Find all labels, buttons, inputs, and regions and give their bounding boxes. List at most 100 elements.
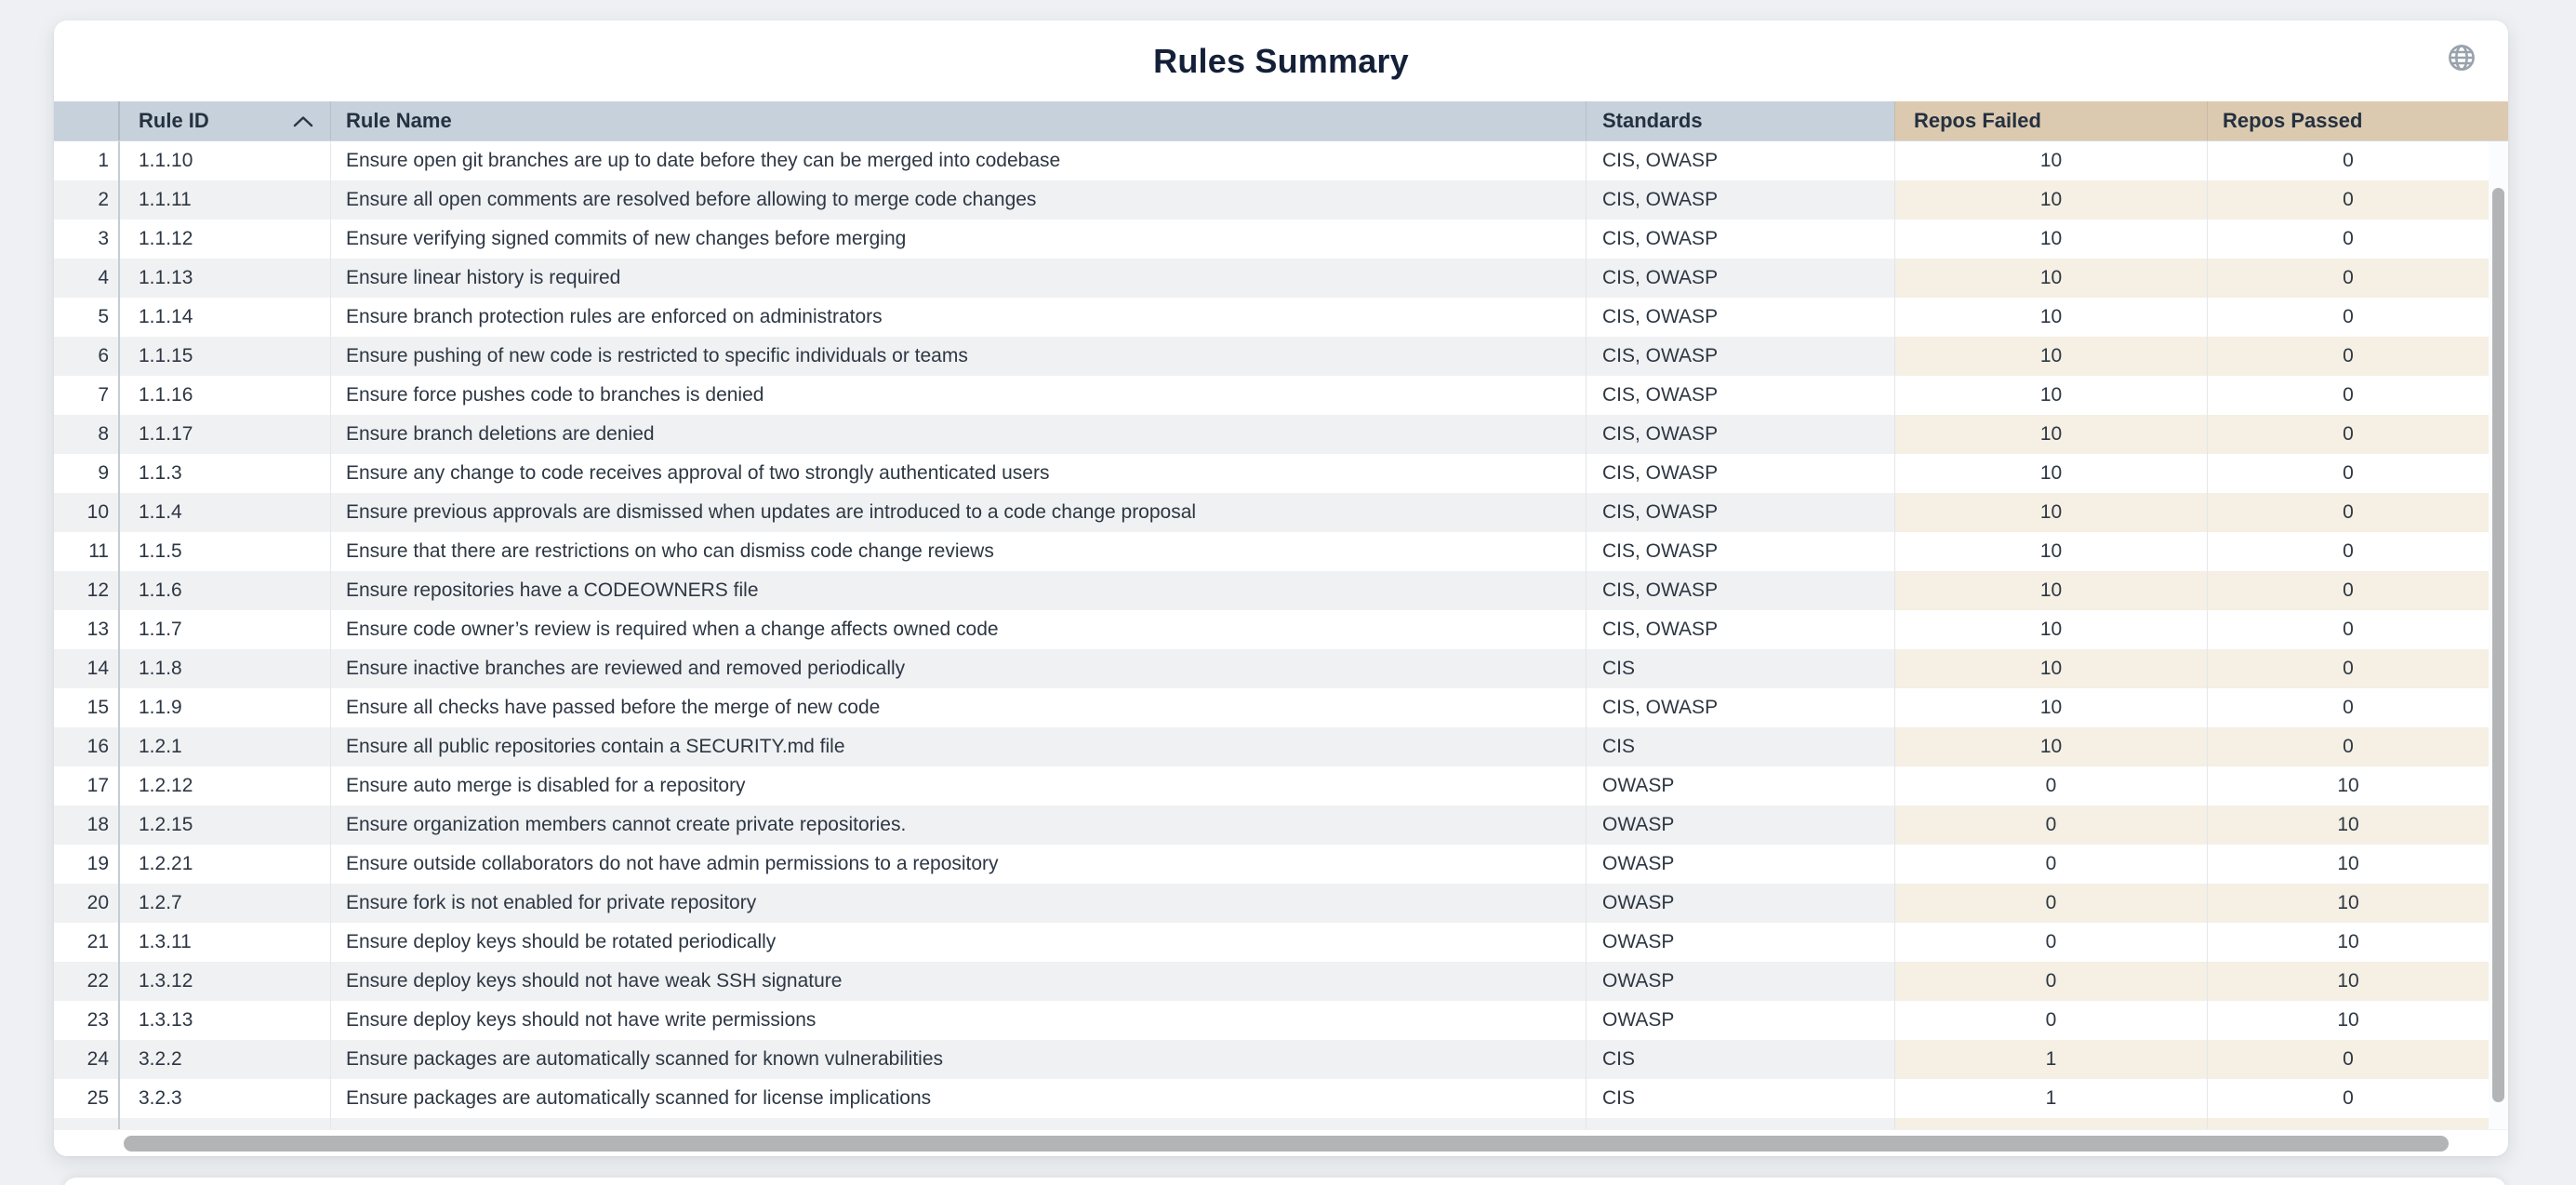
cell-index: 14 xyxy=(54,649,118,688)
table-row[interactable]: 22 1.3.12 Ensure deploy keys should not ha… xyxy=(54,962,2508,1001)
table-row[interactable]: 8 1.1.17 Ensure branch deletions are denie… xyxy=(54,415,2508,454)
chevron-up-icon xyxy=(293,115,313,127)
table-row[interactable]: 21 1.3.11 Ensure deploy keys should be rot… xyxy=(54,923,2508,962)
cell-standards: CIS, OWASP xyxy=(1586,688,1894,727)
cell-rule-name: Ensure any change to code receives appro… xyxy=(330,454,1586,493)
cell-rule-name: Ensure that there are restrictions on wh… xyxy=(330,532,1586,571)
table-row[interactable]: 9 1.1.3 Ensure any change to code receives… xyxy=(54,454,2508,493)
cell-repos-failed: 10 xyxy=(1894,454,2207,493)
header-rule-name[interactable]: Rule Name xyxy=(330,101,1586,140)
table-row[interactable]: 1 1.1.10 Ensure open git branches are up t… xyxy=(54,141,2508,180)
cell-rule-id: 1.3.11 xyxy=(118,923,330,962)
cell-rule-id: 1.1.16 xyxy=(118,376,330,415)
cell-rule-name: Ensure open git branches are up to date … xyxy=(330,141,1586,180)
cell-repos-passed: 0 xyxy=(2207,688,2489,727)
cell-repos-failed: 0 xyxy=(1894,923,2207,962)
cell-repos-passed: 0 xyxy=(2207,493,2489,532)
table-row[interactable]: 13 1.1.7 Ensure code owner’s review is req… xyxy=(54,610,2508,649)
rules-summary-card: Rules Summary Rule ID Rule N xyxy=(54,20,2508,1156)
cell-repos-failed: 0 xyxy=(1894,806,2207,845)
table-row[interactable]: 5 1.1.14 Ensure branch protection rules ar… xyxy=(54,298,2508,337)
globe-button[interactable] xyxy=(2446,43,2477,74)
horizontal-scrollbar[interactable] xyxy=(54,1129,2508,1156)
header-standards[interactable]: Standards xyxy=(1586,101,1894,140)
cell-rule-id xyxy=(118,1118,330,1129)
vertical-scrollbar[interactable] xyxy=(2489,141,2508,1129)
cell-rule-name: Ensure packages are automatically scanne… xyxy=(330,1040,1586,1079)
page-title: Rules Summary xyxy=(1153,41,1409,80)
table-row[interactable]: 10 1.1.4 Ensure previous approvals are dis… xyxy=(54,493,2508,532)
table-row[interactable]: 17 1.2.12 Ensure auto merge is disabled fo… xyxy=(54,766,2508,806)
table-row[interactable]: 20 1.2.7 Ensure fork is not enabled for pr… xyxy=(54,884,2508,923)
cell-standards: OWASP xyxy=(1586,962,1894,1001)
cell-rule-name: Ensure fork is not enabled for private r… xyxy=(330,884,1586,923)
globe-icon xyxy=(2447,43,2476,75)
cell-rule-id: 1.1.10 xyxy=(118,141,330,180)
table-row[interactable]: 15 1.1.9 Ensure all checks have passed bef… xyxy=(54,688,2508,727)
table-row[interactable]: 25 3.2.3 Ensure packages are automatically… xyxy=(54,1079,2508,1118)
cell-index: 13 xyxy=(54,610,118,649)
cell-repos-passed xyxy=(2207,1118,2489,1129)
cell-rule-name: Ensure all checks have passed before the… xyxy=(330,688,1586,727)
cell-index: 9 xyxy=(54,454,118,493)
cell-rule-name: Ensure outside collaborators do not have… xyxy=(330,845,1586,884)
table-row[interactable]: 16 1.2.1 Ensure all public repositories co… xyxy=(54,727,2508,766)
table-row[interactable]: 18 1.2.15 Ensure organization members cann… xyxy=(54,806,2508,845)
header-row-number xyxy=(54,101,118,140)
header-repos-passed[interactable]: Repos Passed xyxy=(2207,101,2508,140)
cell-repos-failed: 10 xyxy=(1894,532,2207,571)
cell-rule-id: 1.1.11 xyxy=(118,180,330,220)
table-row[interactable]: 7 1.1.16 Ensure force pushes code to branc… xyxy=(54,376,2508,415)
cell-rule-id: 1.2.15 xyxy=(118,806,330,845)
cell-repos-failed: 10 xyxy=(1894,649,2207,688)
cell-repos-failed: 10 xyxy=(1894,610,2207,649)
table-row[interactable]: 3 1.1.12 Ensure verifying signed commits o… xyxy=(54,220,2508,259)
cell-repos-failed: 1 xyxy=(1894,1079,2207,1118)
cell-repos-passed: 0 xyxy=(2207,727,2489,766)
table-row[interactable]: 2 1.1.11 Ensure all open comments are reso… xyxy=(54,180,2508,220)
cell-rule-name: Ensure all public repositories contain a… xyxy=(330,727,1586,766)
cell-rule-id: 1.3.12 xyxy=(118,962,330,1001)
cell-rule-id: 3.2.2 xyxy=(118,1040,330,1079)
cell-rule-id: 1.1.14 xyxy=(118,298,330,337)
cell-rule-name: Ensure deploy keys should not have write… xyxy=(330,1001,1586,1040)
cell-repos-passed: 0 xyxy=(2207,259,2489,298)
next-card-top-edge xyxy=(63,1178,2506,1185)
cell-rule-name: Ensure all open comments are resolved be… xyxy=(330,180,1586,220)
table-row[interactable]: 14 1.1.8 Ensure inactive branches are revi… xyxy=(54,649,2508,688)
header-rule-id[interactable]: Rule ID xyxy=(118,101,330,140)
cell-repos-failed: 10 xyxy=(1894,571,2207,610)
table-row[interactable]: 24 3.2.2 Ensure packages are automatically… xyxy=(54,1040,2508,1079)
cell-rule-id: 1.1.7 xyxy=(118,610,330,649)
table-row[interactable]: 12 1.1.6 Ensure repositories have a CODEOW… xyxy=(54,571,2508,610)
cell-repos-passed: 0 xyxy=(2207,571,2489,610)
cell-rule-name: Ensure branch deletions are denied xyxy=(330,415,1586,454)
cell-standards: CIS xyxy=(1586,1040,1894,1079)
cell-standards: OWASP xyxy=(1586,884,1894,923)
cell-standards: CIS xyxy=(1586,727,1894,766)
cell-repos-passed: 0 xyxy=(2207,298,2489,337)
cell-repos-failed: 0 xyxy=(1894,962,2207,1001)
cell-rule-id: 1.1.15 xyxy=(118,337,330,376)
table-header-row: Rule ID Rule Name Standards Repos Failed… xyxy=(54,101,2508,141)
horizontal-scrollbar-thumb[interactable] xyxy=(124,1136,2449,1152)
header-repos-failed[interactable]: Repos Failed xyxy=(1894,101,2207,140)
table-row[interactable]: 4 1.1.13 Ensure linear history is required… xyxy=(54,259,2508,298)
cell-repos-failed: 1 xyxy=(1894,1040,2207,1079)
table-row[interactable]: 11 1.1.5 Ensure that there are restriction… xyxy=(54,532,2508,571)
cell-repos-failed: 10 xyxy=(1894,298,2207,337)
cell-repos-passed: 0 xyxy=(2207,141,2489,180)
table-row[interactable]: 19 1.2.21 Ensure outside collaborators do … xyxy=(54,845,2508,884)
cell-repos-passed: 10 xyxy=(2207,923,2489,962)
table-body: 1 1.1.10 Ensure open git branches are up t… xyxy=(54,141,2508,1129)
cell-standards: CIS xyxy=(1586,1079,1894,1118)
table-row[interactable]: 6 1.1.15 Ensure pushing of new code is res… xyxy=(54,337,2508,376)
cell-repos-failed: 10 xyxy=(1894,376,2207,415)
cell-repos-passed: 0 xyxy=(2207,1040,2489,1079)
cell-standards: CIS, OWASP xyxy=(1586,610,1894,649)
cell-repos-failed: 10 xyxy=(1894,415,2207,454)
table-row[interactable]: 23 1.3.13 Ensure deploy keys should not ha… xyxy=(54,1001,2508,1040)
cell-index: 23 xyxy=(54,1001,118,1040)
cell-index: 25 xyxy=(54,1079,118,1118)
vertical-scrollbar-thumb[interactable] xyxy=(2492,188,2504,1102)
